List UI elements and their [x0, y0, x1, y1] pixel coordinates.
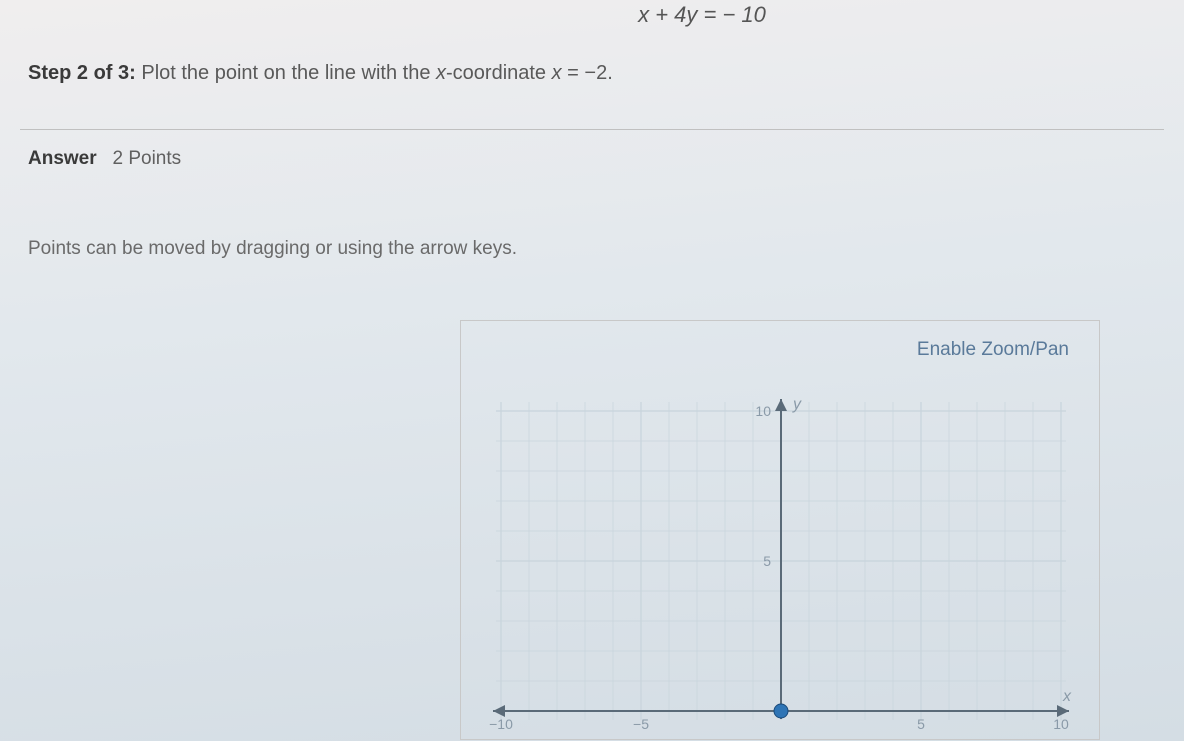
step-text-1: Plot the point on the line with the — [136, 62, 436, 84]
step-label: Step 2 of 3: — [28, 62, 136, 84]
answer-label: Answer — [28, 148, 97, 169]
svg-text:10: 10 — [755, 403, 771, 419]
svg-text:5: 5 — [763, 553, 771, 569]
answer-header: Answer 2 Points — [28, 148, 1164, 170]
svg-text:5: 5 — [917, 716, 925, 732]
step-eq: = −2. — [562, 62, 613, 84]
svg-text:x: x — [1062, 688, 1072, 705]
plot-point[interactable] — [774, 704, 788, 718]
equation-text: x + 4y = − 10 — [240, 0, 1164, 28]
svg-text:10: 10 — [1053, 716, 1069, 732]
coordinate-grid[interactable]: −10 −5 5 10 5 10 x y — [481, 391, 1081, 741]
hint-text: Points can be moved by dragging or using… — [28, 238, 1164, 260]
section-divider — [20, 129, 1164, 130]
step-var-1: x — [436, 62, 446, 84]
step-var-2: x — [552, 62, 562, 84]
graph-container[interactable]: Enable Zoom/Pan −10 −5 5 10 5 10 x y — [460, 320, 1100, 740]
step-text-2: -coordinate — [446, 62, 552, 84]
answer-points: 2 Points — [112, 148, 181, 169]
svg-text:−10: −10 — [489, 716, 513, 732]
step-instruction: Step 2 of 3: Plot the point on the line … — [28, 62, 1164, 85]
enable-zoom-pan-button[interactable]: Enable Zoom/Pan — [917, 339, 1069, 361]
svg-text:−5: −5 — [633, 716, 649, 732]
svg-text:y: y — [792, 396, 802, 413]
